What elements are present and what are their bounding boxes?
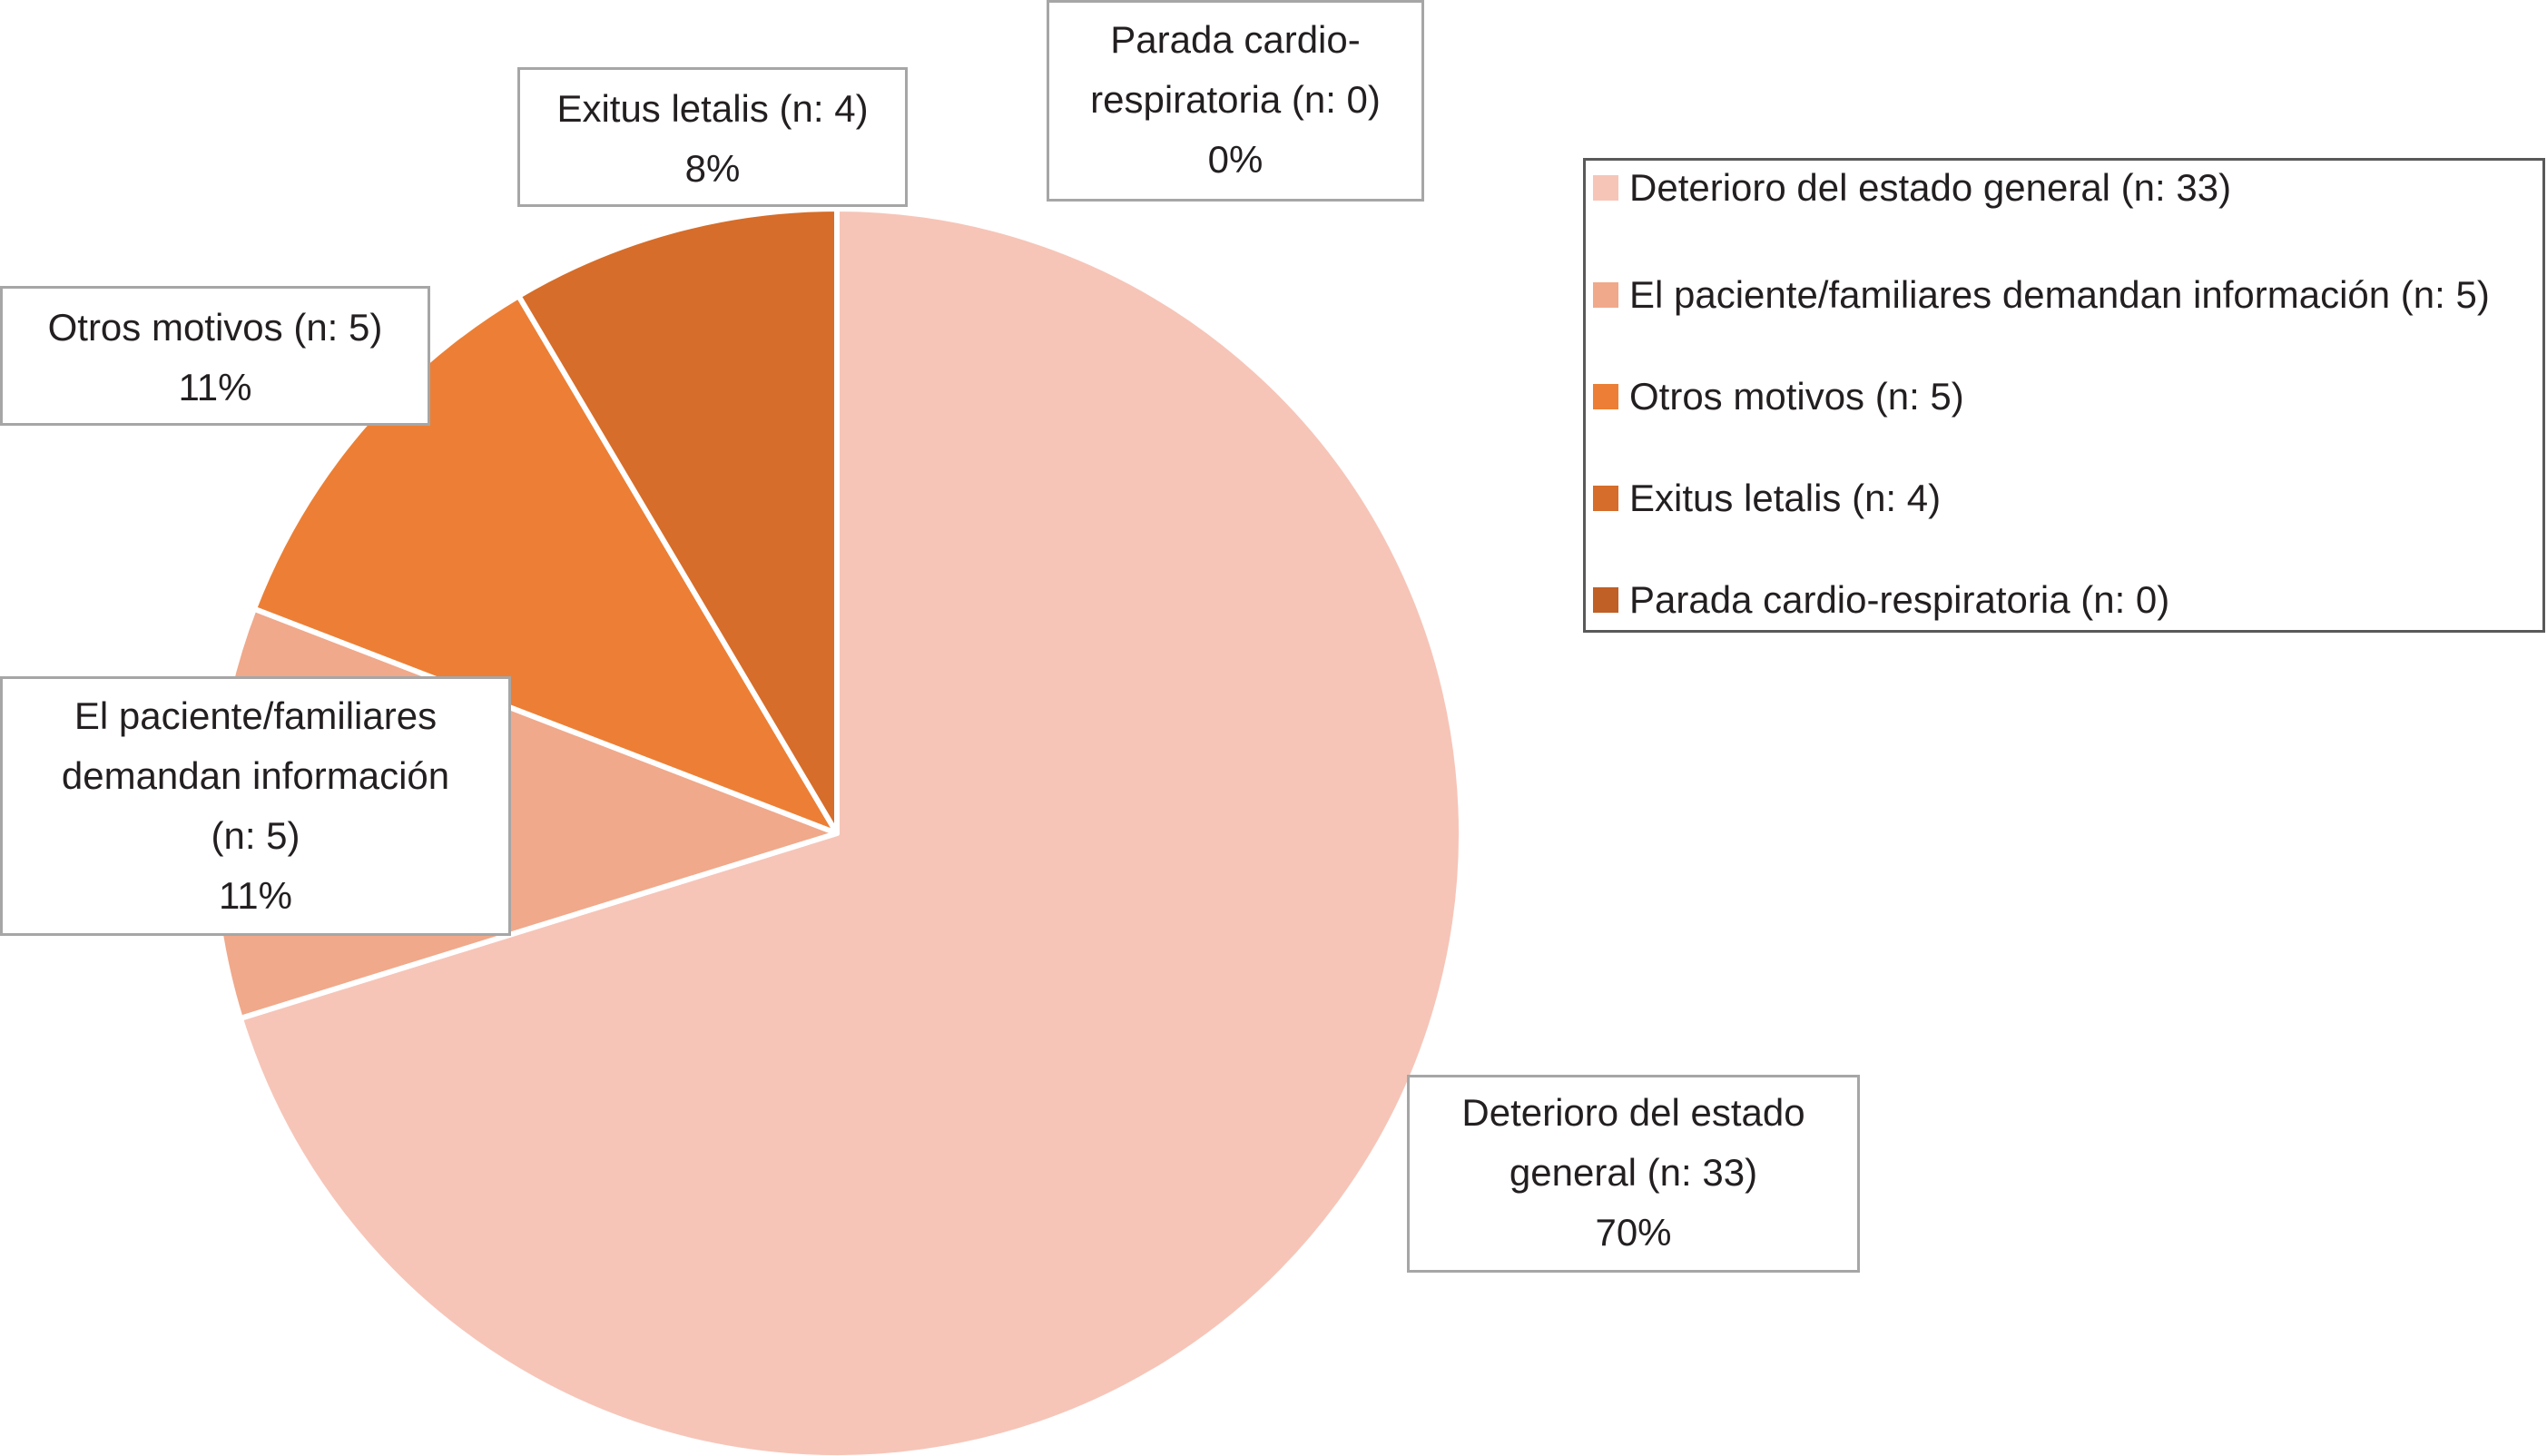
callout-otros-motivos: Otros motivos (n: 5) 11% [0,286,430,426]
legend-label: Exitus letalis (n: 4) [1629,477,1942,519]
callout-deterioro: Deterioro del estado general (n: 33) 70% [1407,1075,1860,1273]
callout-line: Parada cardio- [1110,18,1361,61]
callout-line: Exitus letalis (n: 4) [556,87,869,130]
legend-label: Otros motivos (n: 5) [1629,375,1964,418]
legend-item: Otros motivos (n: 5) [1593,369,1964,424]
legend-item: El paciente/familiares demandan informac… [1593,268,2490,322]
legend-item: Parada cardio-respiratoria (n: 0) [1593,573,2169,627]
pie-slice-exitus-letalis [516,206,840,836]
legend-label: El paciente/familiares demandan informac… [1629,273,2490,316]
callout-percent: 70% [1595,1211,1672,1254]
pie-slice-otros-motivos [251,293,840,836]
callout-percent: 8% [684,147,741,190]
legend-label: Parada cardio-respiratoria (n: 0) [1629,578,2170,621]
legend-label: Deterioro del estado general (n: 33) [1629,166,2232,209]
legend-item: Deterioro del estado general (n: 33) [1593,161,2231,215]
legend-swatch [1593,384,1618,409]
callout-percent: 11% [219,874,292,917]
callout-line: (n: 5) [211,814,300,857]
callout-line: Deterioro del estado [1461,1091,1805,1134]
legend-swatch [1593,175,1618,201]
callout-parada-cardio-respiratoria: Parada cardio- respiratoria (n: 0) 0% [1047,0,1424,202]
legend-swatch [1593,587,1618,613]
callout-line: Otros motivos (n: 5) [47,306,383,349]
pie-slice-deterioro-del-estado-general [237,206,1464,1456]
legend-swatch [1593,486,1618,511]
callout-line: general (n: 33) [1509,1151,1758,1194]
callout-line: El paciente/familiares [74,694,438,737]
legend-swatch [1593,282,1618,308]
callout-percent: 11% [178,366,252,408]
chart-legend: Deterioro del estado general (n: 33) El p… [1583,158,2545,633]
callout-line: respiratoria (n: 0) [1090,78,1381,121]
callout-exitus-letalis: Exitus letalis (n: 4) 8% [517,67,908,207]
callout-percent: 0% [1207,138,1264,181]
legend-item: Exitus letalis (n: 4) [1593,471,1941,526]
callout-demandan-informacion: El paciente/familiares demandan informac… [0,676,511,936]
callout-line: demandan información [61,754,450,797]
